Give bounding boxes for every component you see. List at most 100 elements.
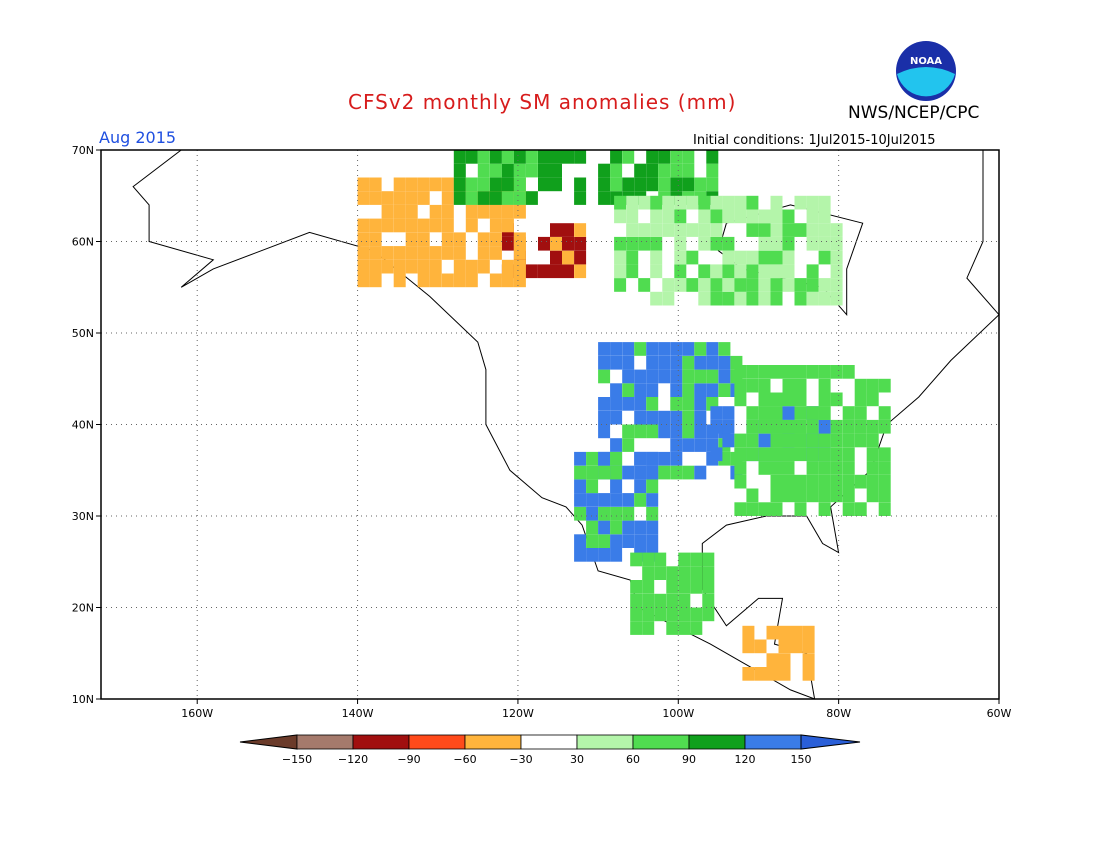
anomaly-cell bbox=[489, 218, 502, 233]
legend-tick-label: 90 bbox=[682, 753, 696, 766]
anomaly-cell bbox=[678, 566, 691, 580]
anomaly-cell bbox=[381, 218, 394, 233]
anomaly-cell bbox=[477, 150, 490, 164]
anomaly-cell bbox=[878, 488, 891, 503]
anomaly-cell bbox=[465, 204, 478, 219]
anomaly-cell bbox=[722, 209, 735, 224]
anomaly-cell bbox=[770, 447, 783, 462]
anomaly-cell bbox=[830, 250, 843, 265]
logo-text: NOAA bbox=[910, 56, 942, 67]
anomaly-cell bbox=[670, 424, 683, 439]
valid-month-label: Aug 2015 bbox=[99, 128, 177, 147]
anomaly-cell bbox=[806, 278, 819, 292]
anomaly-cell bbox=[646, 493, 659, 507]
anomaly-cell bbox=[770, 474, 783, 489]
anomaly-cell bbox=[417, 191, 430, 205]
anomaly-cell bbox=[646, 150, 659, 164]
anomaly-cell bbox=[369, 232, 382, 247]
anomaly-cell bbox=[393, 191, 406, 205]
anomaly-cell bbox=[806, 365, 819, 379]
anomaly-cell bbox=[550, 264, 562, 279]
anomaly-cell bbox=[694, 397, 707, 411]
anomaly-cell bbox=[806, 291, 819, 306]
anomaly-cell bbox=[658, 465, 671, 480]
anomaly-cell bbox=[682, 355, 695, 370]
anomaly-cell bbox=[818, 488, 831, 503]
anomaly-cell bbox=[429, 246, 442, 260]
anomaly-cell bbox=[782, 223, 795, 237]
anomaly-cell bbox=[830, 419, 843, 434]
legend-swatch bbox=[744, 734, 802, 750]
anomaly-cell bbox=[806, 447, 819, 462]
anomaly-cell bbox=[610, 150, 623, 164]
anomaly-cell bbox=[453, 246, 466, 260]
anomaly-cell bbox=[610, 465, 623, 480]
anomaly-cell bbox=[766, 667, 779, 681]
anomaly-cell bbox=[610, 479, 623, 494]
anomaly-cell bbox=[477, 177, 490, 192]
legend-tick-label: 60 bbox=[626, 753, 640, 766]
anomaly-cell bbox=[690, 621, 703, 635]
anomaly-cell bbox=[734, 250, 747, 265]
anomaly-cell bbox=[646, 506, 659, 521]
anomaly-cell bbox=[758, 291, 771, 306]
anomaly-cell bbox=[626, 223, 639, 237]
anomaly-cell bbox=[698, 209, 711, 224]
anomaly-cell bbox=[598, 493, 611, 507]
anomaly-cell bbox=[477, 204, 490, 219]
anomaly-cell bbox=[778, 639, 791, 654]
anomaly-cell bbox=[642, 621, 655, 635]
anomaly-cell bbox=[574, 534, 587, 548]
anomaly-cell bbox=[702, 580, 715, 594]
anomaly-cell bbox=[658, 451, 671, 466]
anomaly-cell bbox=[441, 191, 454, 205]
anomaly-cell bbox=[658, 150, 671, 164]
anomaly-cell bbox=[830, 223, 843, 237]
anomaly-cell bbox=[706, 177, 719, 192]
anomaly-cell bbox=[477, 259, 490, 274]
legend-tick-label: 120 bbox=[735, 753, 756, 766]
anomaly-cell bbox=[686, 223, 699, 237]
anomaly-cell bbox=[794, 502, 807, 516]
anomaly-cell bbox=[646, 479, 659, 494]
lon-label: 80W bbox=[826, 707, 851, 720]
anomaly-cell bbox=[429, 177, 442, 192]
anomaly-cell bbox=[513, 191, 526, 205]
anomaly-cell bbox=[794, 378, 807, 393]
anomaly-cell bbox=[694, 465, 707, 480]
anomaly-cell bbox=[562, 150, 574, 164]
anomaly-cell bbox=[794, 392, 807, 407]
anomaly-cell bbox=[513, 204, 526, 219]
anomaly-cell bbox=[550, 163, 562, 178]
anomaly-cell bbox=[538, 264, 550, 279]
anomaly-cell bbox=[794, 488, 807, 503]
anomaly-cell bbox=[598, 177, 611, 192]
anomaly-cell bbox=[614, 264, 627, 279]
anomaly-cell bbox=[878, 461, 891, 475]
anomaly-cell bbox=[794, 406, 807, 420]
anomaly-cell bbox=[794, 447, 807, 462]
anomaly-cell bbox=[610, 451, 623, 466]
anomaly-cell bbox=[706, 355, 719, 370]
anomaly-cell bbox=[806, 488, 819, 503]
anomaly-cell bbox=[670, 451, 683, 466]
anomaly-cell bbox=[710, 291, 723, 306]
anomaly-cell bbox=[682, 369, 695, 384]
anomaly-cell bbox=[477, 246, 490, 260]
anomaly-cell bbox=[650, 223, 663, 237]
anomaly-cell bbox=[734, 474, 747, 489]
anomaly-cell bbox=[598, 424, 611, 439]
anomaly-cell bbox=[674, 264, 687, 279]
anomaly-cell bbox=[842, 365, 855, 379]
anomaly-cell bbox=[610, 438, 623, 452]
anomaly-cell bbox=[698, 264, 711, 279]
anomaly-cell bbox=[866, 447, 879, 462]
anomaly-cell bbox=[878, 378, 891, 393]
anomaly-cell bbox=[465, 191, 478, 205]
anomaly-cell bbox=[638, 236, 651, 251]
anomaly-cell bbox=[598, 451, 611, 466]
anomaly-cell bbox=[489, 232, 502, 247]
lon-label: 160W bbox=[181, 707, 213, 720]
anomaly-cell bbox=[842, 419, 855, 434]
anomaly-cell bbox=[758, 406, 771, 420]
